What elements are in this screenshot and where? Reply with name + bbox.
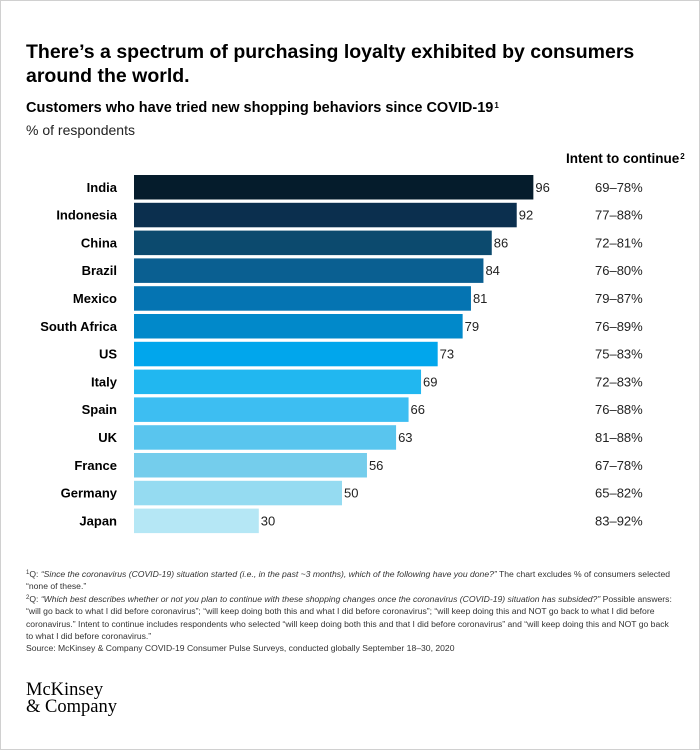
intent-header-text: Intent to continue bbox=[566, 151, 680, 166]
chart-subtitle: Customers who have tried new shopping be… bbox=[26, 99, 499, 117]
value-label: 69 bbox=[423, 374, 437, 389]
value-label: 30 bbox=[261, 513, 275, 528]
bar bbox=[134, 258, 484, 283]
category-label: UK bbox=[98, 430, 117, 445]
category-label: US bbox=[99, 347, 117, 362]
category-label: China bbox=[81, 235, 118, 250]
intent-range-label: 67–78% bbox=[595, 458, 643, 473]
category-label: Indonesia bbox=[56, 208, 117, 223]
bar bbox=[134, 286, 471, 311]
footnote-2-question: “Which best describes whether or not you… bbox=[40, 593, 601, 604]
value-label: 96 bbox=[535, 180, 549, 195]
chart-title: There’s a spectrum of purchasing loyalty… bbox=[26, 41, 635, 87]
category-label: Spain bbox=[82, 402, 117, 417]
footnote-1-marker: 1 bbox=[26, 570, 30, 576]
footnote-1-prefix: Q: bbox=[29, 569, 41, 579]
bar bbox=[134, 397, 409, 422]
intent-range-label: 77–88% bbox=[595, 208, 643, 223]
footnote-2: 2Q: “Which best describes whether or not… bbox=[26, 593, 678, 643]
category-label: India bbox=[87, 180, 118, 195]
bar bbox=[134, 508, 259, 534]
value-label: 84 bbox=[485, 263, 499, 278]
category-label: Germany bbox=[61, 486, 118, 501]
intent-range-label: 76–89% bbox=[595, 319, 643, 334]
intent-footnote-marker: 2 bbox=[680, 152, 685, 161]
value-label: 79 bbox=[465, 319, 479, 334]
intent-range-label: 65–82% bbox=[595, 486, 643, 501]
bar bbox=[134, 175, 534, 200]
bar-chart: India 96 69–78% Indonesia 92 77–88% China 86 72–… bbox=[40, 175, 643, 534]
intent-range-label: 72–81% bbox=[595, 235, 643, 250]
value-label: 86 bbox=[494, 235, 508, 250]
intent-range-label: 83–92% bbox=[595, 513, 643, 528]
bar bbox=[134, 453, 367, 478]
intent-range-label: 75–83% bbox=[595, 347, 643, 362]
footnote-2-marker: 2 bbox=[26, 594, 30, 601]
intent-range-label: 72–83% bbox=[595, 374, 643, 389]
category-label: Mexico bbox=[73, 291, 117, 306]
bar bbox=[134, 341, 438, 367]
logo-line-2: & Company bbox=[26, 697, 117, 717]
footnote-2-text: Possible answers: “will go back to what … bbox=[26, 593, 672, 642]
value-label: 63 bbox=[398, 430, 412, 445]
category-label: Brazil bbox=[82, 263, 117, 278]
intent-range-label: 76–80% bbox=[595, 263, 643, 278]
subtitle-footnote-marker: 1 bbox=[494, 101, 499, 110]
value-label: 73 bbox=[440, 347, 454, 362]
intent-range-label: 79–87% bbox=[595, 291, 643, 306]
category-label: Japan bbox=[79, 513, 117, 528]
value-label: 81 bbox=[473, 291, 487, 306]
category-label: South Africa bbox=[40, 319, 118, 334]
bar bbox=[134, 230, 492, 256]
logo-line-1: McKinsey bbox=[26, 680, 104, 700]
bar bbox=[134, 369, 422, 395]
value-label: 92 bbox=[519, 208, 533, 223]
mckinsey-logo: McKinsey & Company bbox=[26, 680, 117, 717]
value-label: 56 bbox=[369, 458, 383, 473]
intent-range-label: 81–88% bbox=[595, 430, 643, 445]
value-label: 66 bbox=[411, 402, 425, 417]
intent-range-label: 69–78% bbox=[595, 180, 643, 195]
category-label: Italy bbox=[91, 374, 118, 389]
bar bbox=[134, 480, 342, 506]
footnote-1-question: “Since the coronavirus (COVID-19) situat… bbox=[40, 569, 497, 579]
bar bbox=[134, 202, 517, 228]
source-note: Source: McKinsey & Company COVID-19 Cons… bbox=[26, 643, 455, 654]
footnote-1: 1Q: “Since the coronavirus (COVID-19) si… bbox=[26, 568, 678, 593]
value-label: 50 bbox=[344, 486, 358, 501]
intent-range-label: 76–88% bbox=[595, 402, 643, 417]
footnotes: 1Q: “Since the coronavirus (COVID-19) si… bbox=[26, 568, 678, 655]
bar bbox=[134, 425, 397, 450]
footnote-2-prefix: Q: bbox=[29, 593, 41, 604]
category-label: France bbox=[74, 458, 117, 473]
unit-label: % of respondents bbox=[26, 122, 135, 138]
intent-column-header: Intent to continue2 bbox=[566, 150, 685, 168]
subtitle-text: Customers who have tried new shopping be… bbox=[26, 100, 494, 116]
bar bbox=[134, 314, 463, 339]
footnote-1-text: The chart excludes % of consumers select… bbox=[26, 569, 671, 592]
